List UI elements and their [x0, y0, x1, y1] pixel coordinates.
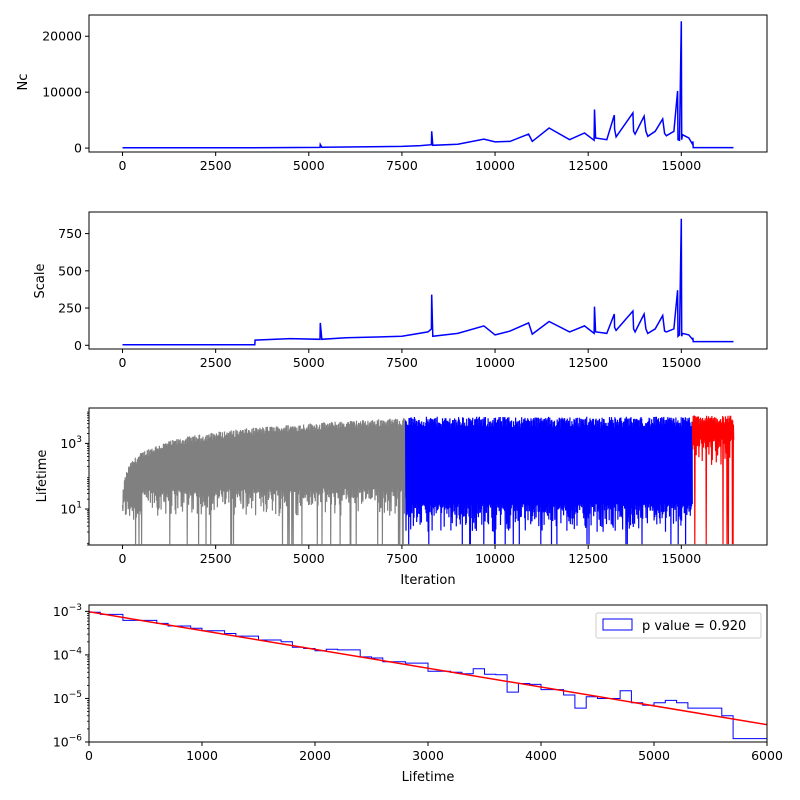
lifetime-trace-2 — [691, 415, 735, 545]
axes-frame — [88, 407, 768, 546]
x-tick-label: 5000 — [293, 158, 325, 173]
x-tick-label: 3000 — [412, 748, 444, 763]
axes-frame — [88, 14, 768, 153]
x-tick-label: 2500 — [200, 158, 232, 173]
iteration-xlabel: Iteration — [400, 573, 455, 588]
x-tick-label: 0 — [85, 748, 93, 763]
y-tick-label: 10−6 — [53, 734, 82, 750]
lifetime-histogram-panel: Lifetime 0 1000 2000 3000 4000 5000 6000 10−6 10… — [53, 603, 783, 785]
plot-area — [121, 415, 735, 545]
plot-area — [122, 218, 734, 346]
x-tick-label: 12500 — [568, 551, 608, 566]
x-tick-label: 7500 — [386, 158, 418, 173]
series-line-0 — [122, 218, 734, 346]
legend-box — [595, 612, 762, 639]
y-tick-label: 250 — [58, 301, 82, 316]
scale-panel: Scale 0 2500 5000 7500 10000 12500 15000 0 250 50… — [33, 211, 768, 370]
x-tick-label: 5000 — [293, 551, 325, 566]
legend: p value = 0.920 — [595, 612, 762, 639]
lifetime-hist-xlabel: Lifetime — [402, 770, 455, 785]
y-tick-label: 10−4 — [53, 646, 82, 662]
axes-frame — [88, 211, 768, 350]
scale-ylabel: Scale — [33, 264, 48, 299]
y-tick-label: 10−5 — [53, 690, 82, 706]
x-tick-label: 15000 — [661, 551, 701, 566]
nc-ylabel: Nc — [16, 74, 31, 91]
y-tick-label: 10000 — [42, 85, 82, 100]
x-tick-label: 0 — [119, 551, 127, 566]
x-tick-label: 12500 — [568, 355, 608, 370]
x-tick-label: 2500 — [200, 551, 232, 566]
x-tick-label: 10000 — [475, 551, 515, 566]
x-tick-label: 10000 — [475, 355, 515, 370]
x-tick-label: 0 — [119, 158, 127, 173]
plot-area — [122, 21, 734, 149]
y-tick-label: 20000 — [42, 29, 82, 44]
x-tick-label: 10000 — [475, 158, 515, 173]
x-tick-label: 15000 — [661, 158, 701, 173]
x-tick-label: 5000 — [638, 748, 670, 763]
fit-line — [89, 611, 767, 726]
x-tick-label: 4000 — [525, 748, 557, 763]
lifetime-trace-1 — [405, 416, 693, 545]
x-tick-label: 7500 — [386, 551, 418, 566]
x-tick-label: 1000 — [186, 748, 218, 763]
nc-panel: Nc 0 2500 5000 7500 10000 12500 15000 0 10000 200… — [16, 14, 768, 173]
x-tick-label: 12500 — [568, 158, 608, 173]
x-tick-label: 6000 — [751, 748, 783, 763]
series-line-0 — [122, 21, 734, 149]
y-tick-label: 750 — [58, 226, 82, 241]
x-tick-label: 5000 — [293, 355, 325, 370]
x-tick-label: 2000 — [299, 748, 331, 763]
x-tick-label: 2500 — [200, 355, 232, 370]
legend-label: p value = 0.920 — [642, 619, 746, 634]
lifetime-ylabel: Lifetime — [35, 450, 50, 503]
y-tick-label: 10−3 — [53, 603, 82, 619]
y-tick-label: 0 — [74, 338, 82, 353]
legend-swatch — [602, 618, 633, 631]
plot-area — [89, 611, 767, 740]
lifetime-trace-0 — [121, 418, 407, 545]
y-tick-label: 103 — [60, 435, 82, 451]
x-tick-label: 7500 — [386, 355, 418, 370]
y-tick-label: 0 — [74, 141, 82, 156]
x-tick-label: 15000 — [661, 355, 701, 370]
lifetime-panel: Lifetime Iteration 0 2500 5000 7500 10000 125… — [35, 407, 768, 588]
y-tick-label: 500 — [58, 263, 82, 278]
y-tick-label: 101 — [60, 501, 82, 517]
x-tick-label: 0 — [119, 355, 127, 370]
